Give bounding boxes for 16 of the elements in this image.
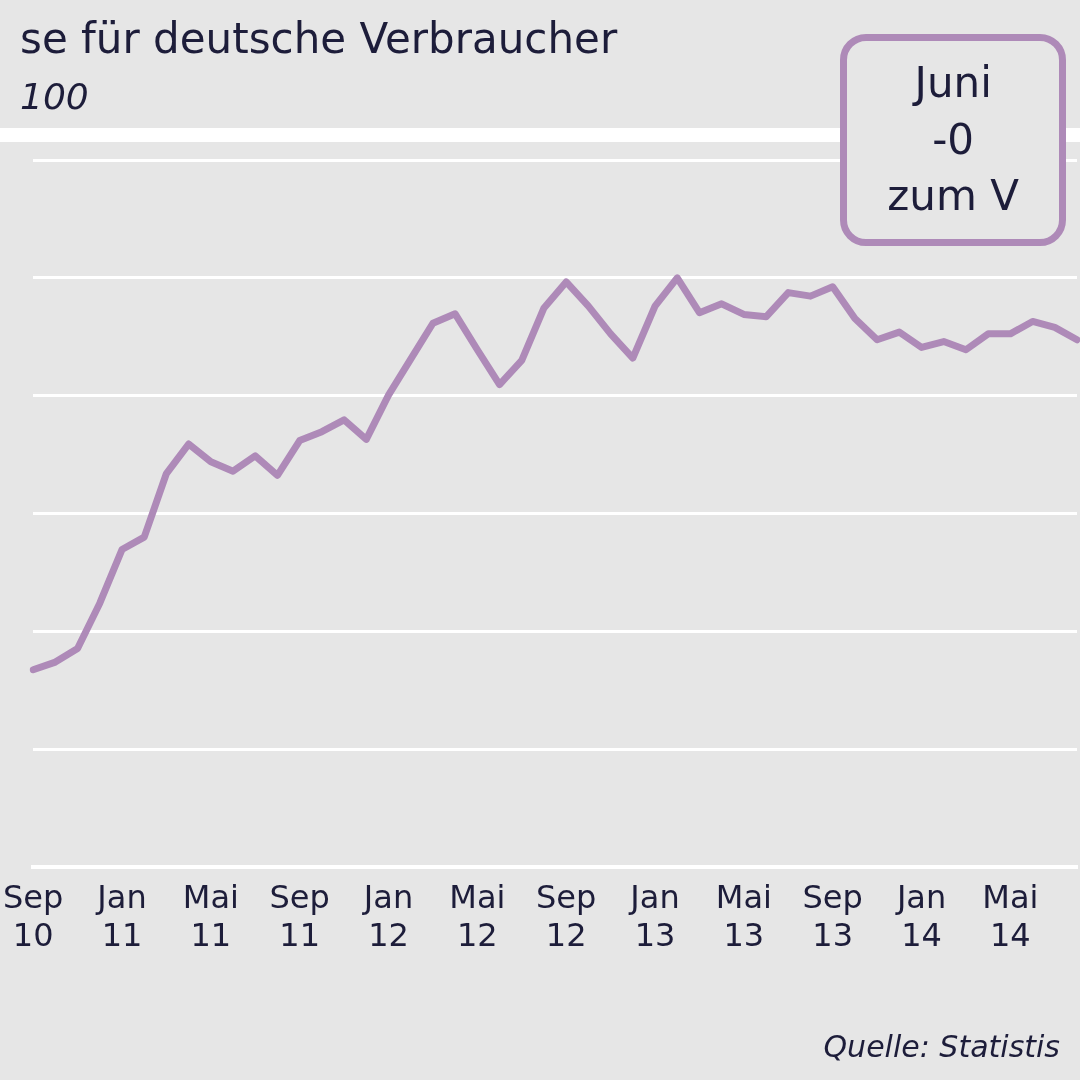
x-tick-label: Sep 13: [802, 877, 863, 955]
x-tick-label: Mai 11: [182, 877, 239, 955]
x-tick-label: Mai 13: [715, 877, 772, 955]
chart-subtitle: 100: [20, 76, 89, 117]
x-tick-label: Mai 12: [449, 877, 506, 955]
x-tick-label: Sep 11: [269, 877, 330, 955]
text: Juni -0 zum V: [840, 34, 1066, 247]
x-tick-label: Jan 14: [894, 877, 947, 955]
x-tick-label: Jan 13: [628, 877, 680, 955]
x-tick-label: Mai 14: [982, 877, 1039, 955]
x-tick-label: Sep 12: [536, 877, 597, 955]
chart-title: se für deutsche Verbraucher: [20, 14, 618, 63]
source-note: Quelle: Statistis: [823, 1029, 1060, 1064]
x-tick-label: Sep 10: [3, 877, 64, 955]
x-tick-label: Jan 11: [95, 877, 147, 955]
x-tick-label: Jan 12: [361, 877, 414, 955]
